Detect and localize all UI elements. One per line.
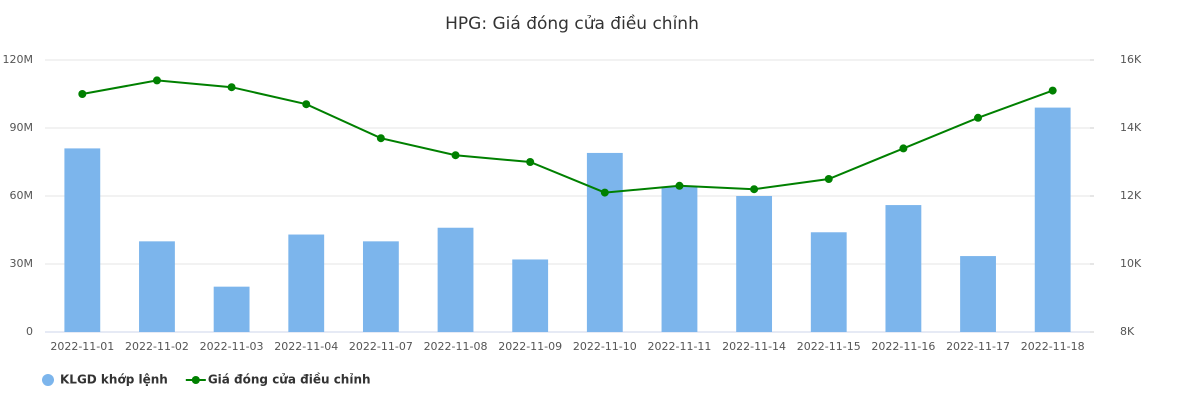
bar [1034, 107, 1071, 332]
point [675, 181, 684, 190]
bar [512, 259, 549, 332]
point [302, 100, 311, 109]
point [750, 185, 759, 194]
x-tick-label: 2022-11-04 [274, 340, 338, 353]
legend-label: KLGD khớp lệnh [60, 373, 168, 387]
x-tick-label: 2022-11-11 [647, 340, 711, 353]
y2-tick-label: 8K [1120, 325, 1135, 338]
point [899, 144, 908, 153]
x-tick-label: 2022-11-18 [1021, 340, 1085, 353]
point [376, 134, 385, 143]
bar [586, 152, 623, 332]
x-tick-label: 2022-11-08 [424, 340, 488, 353]
point [152, 76, 161, 85]
bar [736, 196, 773, 332]
x-tick-label: 2022-11-03 [200, 340, 264, 353]
x-tick-label: 2022-11-10 [573, 340, 637, 353]
x-tick-label: 2022-11-14 [722, 340, 786, 353]
chart-title: HPG: Giá đóng cửa điều chỉnh [445, 13, 699, 34]
x-tick-label: 2022-11-17 [946, 340, 1010, 353]
bar [661, 186, 698, 332]
bar [885, 205, 922, 332]
legend-swatch [42, 374, 54, 386]
y2-tick-label: 10K [1120, 257, 1142, 270]
point [824, 175, 833, 183]
bar [213, 286, 250, 332]
bar [288, 234, 325, 332]
point [600, 188, 609, 197]
x-tick-label: 2022-11-07 [349, 340, 413, 353]
y-tick-label: 60M [10, 189, 34, 202]
point [526, 158, 535, 166]
x-tick-label: 2022-11-01 [50, 340, 114, 353]
bar [139, 241, 175, 332]
x-tick-label: 2022-11-02 [125, 340, 189, 353]
legend-label: Giá đóng cửa điều chỉnh [208, 373, 371, 387]
bar [960, 256, 996, 332]
y2-tick-label: 16K [1120, 53, 1142, 66]
y-tick-label: 0 [26, 325, 33, 338]
y-tick-label: 30M [10, 257, 34, 270]
y2-tick-label: 14K [1120, 121, 1142, 134]
bar [810, 232, 847, 332]
x-tick-label: 2022-11-09 [498, 340, 562, 353]
point [227, 83, 236, 92]
y-tick-label: 90M [10, 121, 34, 134]
line [82, 79, 1054, 194]
bar [437, 227, 474, 332]
legend-swatch [191, 376, 200, 384]
y-tick-label: 120M [3, 53, 34, 66]
bar [362, 241, 399, 332]
x-tick-label: 2022-11-16 [871, 340, 935, 353]
point [451, 151, 460, 160]
point [78, 90, 87, 98]
point [1048, 86, 1057, 95]
point [974, 113, 983, 122]
bar [64, 148, 101, 332]
y2-tick-label: 12K [1120, 189, 1142, 202]
x-tick-label: 2022-11-15 [797, 340, 861, 353]
